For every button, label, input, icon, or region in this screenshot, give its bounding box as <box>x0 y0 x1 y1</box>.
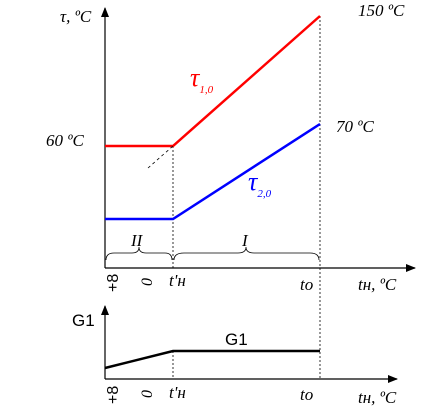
tau-2-0-label: τ2,0 <box>248 167 272 200</box>
upper-x-axis-label: tн, ºC <box>358 275 397 294</box>
upper-chart: τ, ºC 60 ºC 150 ºC 70 ºC τ1,0 τ2,0 II I … <box>46 1 416 294</box>
lower-tick-zero: 0 <box>139 390 156 398</box>
lower-tick-plus8: +8 <box>105 386 122 404</box>
tau-1-0-sub: 1,0 <box>199 84 213 96</box>
tau-2-0-main: τ <box>248 167 259 196</box>
tau-2-0-sub: 2,0 <box>257 188 271 200</box>
zone-II-brace <box>105 246 173 261</box>
left-value-label: 60 ºC <box>46 131 85 150</box>
zone-I-label: I <box>241 231 249 250</box>
lower-x-axis-label: tн, ºC <box>358 388 397 407</box>
upper-tick-plus8: +8 <box>105 274 122 292</box>
zone-II-label: II <box>130 231 144 250</box>
end-value-70: 70 ºC <box>336 117 375 136</box>
tau-1-0-label: τ1,0 <box>190 63 214 96</box>
upper-tick-zero: 0 <box>139 278 156 286</box>
lower-tick-to: tо <box>300 385 313 404</box>
lower-y-axis-label: G1 <box>72 311 95 330</box>
tau-2-0-line <box>105 122 321 221</box>
upper-y-axis-label: τ, ºC <box>60 7 92 26</box>
g1-line <box>104 349 320 370</box>
tau-1-0-line <box>105 15 321 148</box>
upper-tick-to: tо <box>300 275 313 294</box>
tau-1-0-main: τ <box>190 63 201 92</box>
tau-1-0-extension <box>147 145 174 169</box>
g1-line-label: G1 <box>225 330 248 349</box>
zone-I-brace <box>173 246 320 261</box>
lower-tick-tn: t'н <box>169 383 186 402</box>
upper-tick-tn: t'н <box>169 271 186 290</box>
lower-chart: G1 G1 +8 0 t'н tо tн, ºC <box>72 268 398 407</box>
end-value-150: 150 ºC <box>358 1 405 20</box>
